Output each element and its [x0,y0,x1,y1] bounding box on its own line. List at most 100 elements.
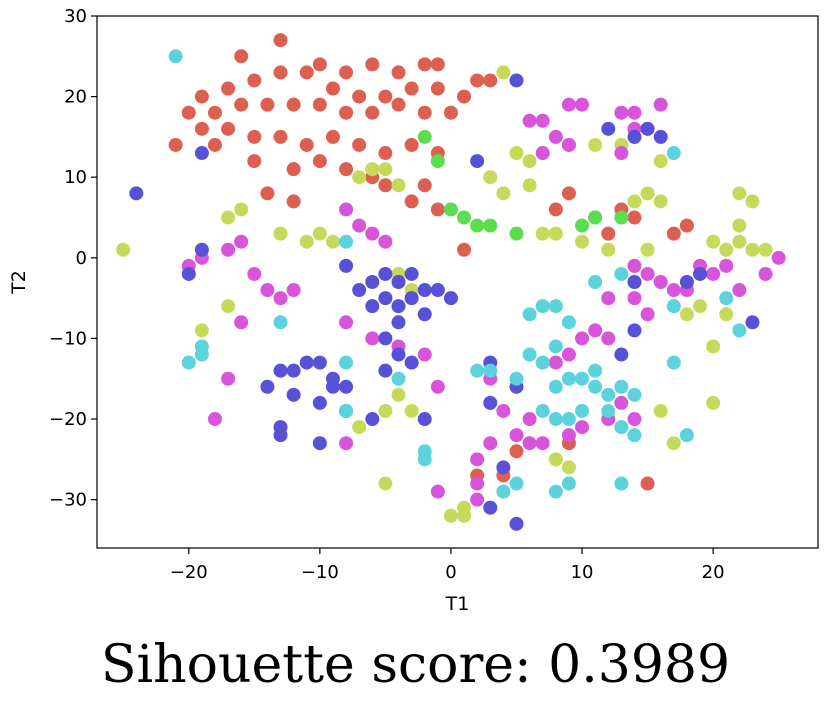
data-point [706,266,721,281]
data-point [247,154,262,169]
data-point [352,89,367,104]
silhouette-score-caption: Sihouette score: 0.3989 [100,635,731,695]
data-point [260,379,275,394]
data-point [470,476,485,491]
data-point [522,307,537,322]
data-point [417,283,432,298]
data-point [339,65,354,80]
data-point [535,146,550,161]
data-point [653,403,668,418]
data-point [404,194,419,209]
data-point [548,379,563,394]
x-tick-label: 20 [702,562,725,583]
data-point [339,202,354,217]
data-point [535,113,550,128]
data-point [417,178,432,193]
data-point [273,363,288,378]
data-point [483,73,498,88]
data-point [129,186,144,201]
data-point [614,146,629,161]
data-point [234,234,249,249]
data-point [548,226,563,241]
data-point [470,73,485,88]
data-point [168,137,183,152]
data-point [627,129,642,144]
data-point [273,291,288,306]
data-point [561,412,576,427]
data-point [116,242,131,257]
data-point [522,436,537,451]
data-point [588,275,603,289]
data-point [483,218,498,233]
data-point [614,476,629,491]
data-point [561,428,576,443]
data-point [247,73,262,88]
data-point [378,178,393,193]
data-point [273,129,288,144]
data-point [627,275,642,289]
data-point [561,137,576,152]
data-point [640,186,655,201]
data-point [365,331,380,346]
data-point [391,299,406,314]
y-tick-label: −10 [49,328,87,349]
data-point [522,347,537,362]
data-point [509,146,524,161]
data-point [352,420,367,435]
data-point [207,105,222,120]
data-point [693,299,708,314]
data-point [522,412,537,427]
data-point [693,266,708,281]
data-point [194,146,209,161]
data-point [679,428,694,443]
data-point [312,436,327,451]
data-point [575,403,590,418]
data-point [575,420,590,435]
data-point [404,81,419,96]
data-point [378,331,393,346]
data-point [339,379,354,394]
data-point [653,97,668,112]
data-point [719,291,734,306]
data-point [575,97,590,112]
data-point [365,275,380,289]
data-point [430,57,445,72]
data-point [601,226,616,241]
data-point [430,484,445,499]
y-tick-label: 0 [76,248,87,269]
data-point [391,178,406,193]
data-point [666,436,681,451]
y-tick-label: 30 [64,6,87,27]
data-point [627,387,642,402]
data-point [627,428,642,443]
data-point [457,242,472,257]
data-point [221,299,236,314]
data-point [457,210,472,225]
data-point [666,226,681,241]
data-point [561,371,576,386]
axes-frame [96,15,819,549]
data-point [273,428,288,443]
data-point [378,89,393,104]
data-point [732,186,747,201]
data-point [312,355,327,370]
data-point [247,129,262,144]
data-point [391,275,406,289]
data-point [365,162,380,177]
data-point [234,97,249,112]
data-point [181,266,196,281]
data-point [299,355,314,370]
data-point [483,500,498,515]
data-point [273,65,288,80]
data-point [509,73,524,88]
x-tick-label: −10 [301,562,339,583]
data-point [260,97,275,112]
data-point [352,170,367,185]
data-point [312,395,327,410]
data-point [745,315,760,330]
data-point [273,226,288,241]
data-point [679,307,694,322]
data-point [601,331,616,346]
data-point [548,484,563,499]
data-point [378,234,393,249]
